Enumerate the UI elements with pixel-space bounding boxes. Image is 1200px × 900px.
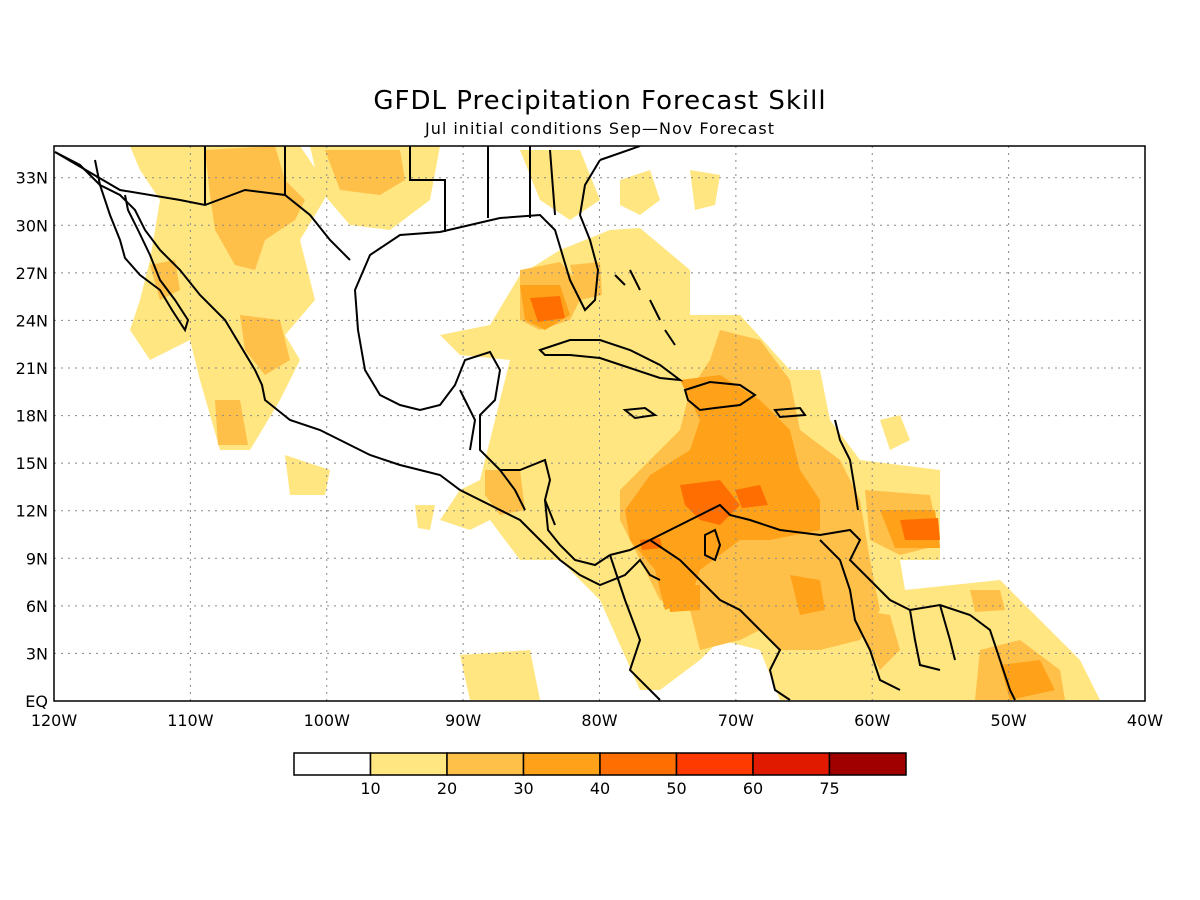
longitude-tick-label: 40W: [1127, 711, 1163, 730]
latitude-tick-label: 9N: [26, 549, 48, 568]
color-bar-label: 75: [819, 779, 839, 798]
coastlines: [54, 146, 1016, 701]
latitude-tick-label: 21N: [16, 359, 48, 378]
latitude-tick-label: 15N: [16, 454, 48, 473]
latitude-labels: EQ 3N 6N 9N 12N 15N 18N 21N 24N 27N 30N 33N: [16, 169, 48, 711]
latitude-tick-label: 12N: [16, 502, 48, 521]
skill-shading: [130, 146, 1100, 700]
longitude-tick-label: 60W: [854, 711, 890, 730]
color-bar-label: 50: [666, 779, 686, 798]
latitude-tick-label: 27N: [16, 264, 48, 283]
color-bar-label: 10: [360, 779, 380, 798]
color-bar-swatch: [675, 752, 754, 776]
map-title: GFDL Precipitation Forecast Skill: [373, 86, 827, 116]
color-bar-label: 30: [513, 779, 533, 798]
color-bar-swatch: [752, 752, 831, 776]
longitude-tick-label: 90W: [445, 711, 481, 730]
color-bar-label: 20: [437, 779, 457, 798]
color-bar-swatch: [828, 752, 907, 776]
latitude-tick-label: 3N: [26, 644, 48, 663]
color-bar-swatch: [522, 752, 601, 776]
color-bar: [293, 752, 907, 776]
longitude-labels: 120W 110W 100W 90W 80W 70W 60W 50W 40W: [31, 711, 1163, 730]
color-bar-swatch: [599, 752, 678, 776]
latitude-tick-label: EQ: [25, 692, 48, 711]
color-bar-swatch: [293, 752, 372, 776]
latitude-tick-label: 6N: [26, 597, 48, 616]
longitude-tick-label: 120W: [31, 711, 78, 730]
latitude-tick-label: 18N: [16, 407, 48, 426]
latitude-tick-label: 33N: [16, 169, 48, 188]
color-bar-swatch: [369, 752, 448, 776]
map-frame: [53, 145, 1146, 702]
map-subtitle: Jul initial conditions Sep—Nov Forecast: [424, 119, 776, 138]
longitude-tick-label: 100W: [304, 711, 351, 730]
color-bar-label: 40: [590, 779, 610, 798]
longitude-tick-label: 110W: [167, 711, 214, 730]
color-bar-swatch: [446, 752, 525, 776]
longitude-tick-label: 80W: [581, 711, 617, 730]
color-bar-label: 60: [743, 779, 763, 798]
latitude-tick-label: 30N: [16, 216, 48, 235]
longitude-tick-label: 70W: [718, 711, 754, 730]
latitude-tick-label: 24N: [16, 311, 48, 330]
color-bar-labels: 10 20 30 40 50 60 75: [360, 779, 839, 798]
longitude-tick-label: 50W: [991, 711, 1027, 730]
